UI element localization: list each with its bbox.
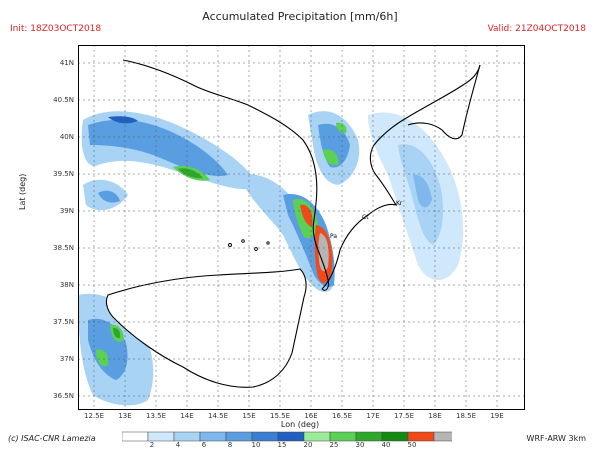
credit-text: (c) ISAC-CNR Lamezia xyxy=(8,434,96,443)
map-title: Accumulated Precipitation [mm/6h] xyxy=(202,10,398,23)
precip-field-calabria xyxy=(238,174,335,292)
coastline xyxy=(122,59,481,291)
colorbar-swatch xyxy=(173,431,201,442)
colorbar-value: 50 xyxy=(407,441,417,449)
colorbar-swatch xyxy=(199,431,227,442)
aeolian-islands xyxy=(228,239,270,251)
lat-tick: 39.5N xyxy=(53,170,74,178)
colorbar-value: 40 xyxy=(381,441,391,449)
sicily-coastline xyxy=(105,268,307,388)
lat-tick: 37N xyxy=(59,355,74,363)
colorbar-swatch xyxy=(381,431,409,442)
label-ct: Ct xyxy=(362,214,369,221)
lon-tick: 16.5E xyxy=(331,412,352,420)
label-kr: Kr xyxy=(396,200,403,207)
lat-tick: 36.5N xyxy=(53,392,74,400)
colorbar xyxy=(122,431,452,442)
lat-tick: 39N xyxy=(59,207,74,215)
colorbar-swatch xyxy=(225,431,253,442)
lon-tick: 14.5E xyxy=(207,412,228,420)
colorbar-value: 10 xyxy=(251,441,261,449)
lat-tick: 40N xyxy=(59,133,74,141)
valid-time: Valid: 21Z04OCT2018 xyxy=(487,24,586,34)
lat-tick: 38N xyxy=(59,281,74,289)
colorbar-swatch xyxy=(277,431,305,442)
lat-tick: 38.5N xyxy=(53,244,74,252)
map-frame xyxy=(78,45,525,410)
colorbar-swatch xyxy=(329,431,357,442)
colorbar-swatch xyxy=(355,431,383,442)
precipitation-map: Pa Ct Kr xyxy=(78,45,525,410)
colorbar-value: 20 xyxy=(303,441,313,449)
lat-tick: 40.5N xyxy=(53,96,74,104)
x-axis-label: Lon (deg) xyxy=(280,420,320,429)
colorbar-value: 8 xyxy=(227,441,233,449)
lon-tick: 13E xyxy=(118,412,132,420)
label-pa: Pa xyxy=(330,233,337,240)
lon-tick: 15E xyxy=(242,412,256,420)
colorbar-swatch xyxy=(303,431,331,442)
colorbar-swatch xyxy=(122,431,149,442)
colorbar-value: 25 xyxy=(329,441,339,449)
init-time: Init: 18Z03OCT2018 xyxy=(10,24,102,34)
colorbar-value: 4 xyxy=(175,441,181,449)
colorbar-swatch xyxy=(433,431,452,442)
colorbar-value: 30 xyxy=(355,441,365,449)
lat-tick: 37.5N xyxy=(53,318,74,326)
lon-tick: 17.5E xyxy=(393,412,414,420)
lon-tick: 12.5E xyxy=(83,412,104,420)
precip-field-tyrrhenian xyxy=(81,111,258,211)
colorbar-value: 2 xyxy=(149,441,155,449)
lon-tick: 15.5E xyxy=(269,412,290,420)
precip-field-north-calabria xyxy=(308,111,360,185)
colorbar-swatch xyxy=(147,431,175,442)
colorbar-swatch xyxy=(251,431,279,442)
model-label: WRF-ARW 3km xyxy=(526,434,586,443)
lon-tick: 18.5E xyxy=(455,412,476,420)
colorbar-value: 15 xyxy=(277,441,287,449)
lon-tick: 13.5E xyxy=(145,412,166,420)
lat-tick: 41N xyxy=(59,59,74,67)
lon-tick: 19E xyxy=(490,412,504,420)
colorbar-swatch xyxy=(407,431,435,442)
lon-tick: 18E xyxy=(428,412,442,420)
graticule xyxy=(78,45,525,410)
colorbar-value: 6 xyxy=(201,441,207,449)
lon-tick: 16E xyxy=(304,412,318,420)
y-axis-label: Lat (deg) xyxy=(18,173,27,210)
lon-tick: 17E xyxy=(366,412,380,420)
lon-tick: 14E xyxy=(180,412,194,420)
precip-field-ionian xyxy=(368,112,464,280)
